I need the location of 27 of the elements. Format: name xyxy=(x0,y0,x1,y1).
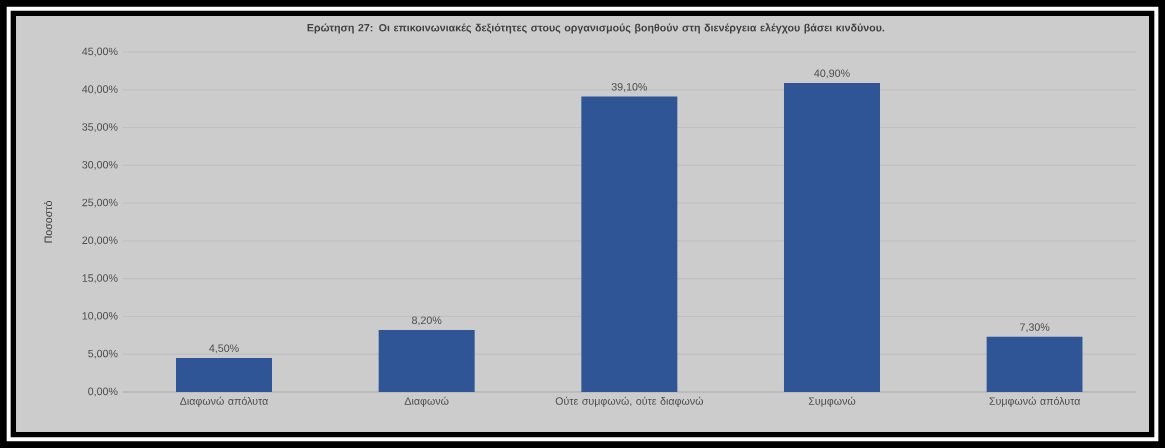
y-tick-label: 0,00% xyxy=(88,387,118,397)
data-label: 39,10% xyxy=(611,83,648,92)
bar xyxy=(581,96,678,392)
data-label: 4,50% xyxy=(209,344,239,354)
y-tick-label: 5,00% xyxy=(88,349,118,359)
y-axis-title: Ποσοστό xyxy=(43,201,53,243)
bar xyxy=(986,336,1083,392)
y-tick-label: 20,00% xyxy=(82,236,118,246)
x-tick-label: Διαφωνώ xyxy=(404,396,449,407)
bar xyxy=(378,330,475,392)
chart-title: Ερώτηση 27: Οι επικοινωνιακές δεξιότητες στους οργανισμούς βοηθούν στη διενέργεια ελέγχου βάσει κινδύνου. xyxy=(307,23,885,34)
data-label: 7,30% xyxy=(1020,323,1050,333)
data-label: 40,90% xyxy=(814,69,850,79)
y-tick-label: 35,00% xyxy=(82,123,118,132)
y-tick-label: 30,00% xyxy=(82,160,118,170)
y-tick-label: 10,00% xyxy=(82,312,118,321)
bar xyxy=(176,357,272,392)
data-label: 8,20% xyxy=(412,316,442,326)
y-tick-label: 45,00% xyxy=(82,47,118,57)
x-tick-label: Ούτε συμφωνώ, ούτε διαφωνώ xyxy=(555,396,704,407)
x-tick-label: Διαφωνώ απόλυτα xyxy=(180,396,268,407)
bar xyxy=(783,82,880,392)
y-tick-label: 15,00% xyxy=(82,274,118,284)
x-tick-label: Συμφωνώ xyxy=(808,396,856,407)
y-tick-label: 40,00% xyxy=(82,85,118,95)
y-tick-label: 25,00% xyxy=(82,198,118,208)
x-tick-label: Συμφωνώ απόλυτα xyxy=(989,396,1081,407)
